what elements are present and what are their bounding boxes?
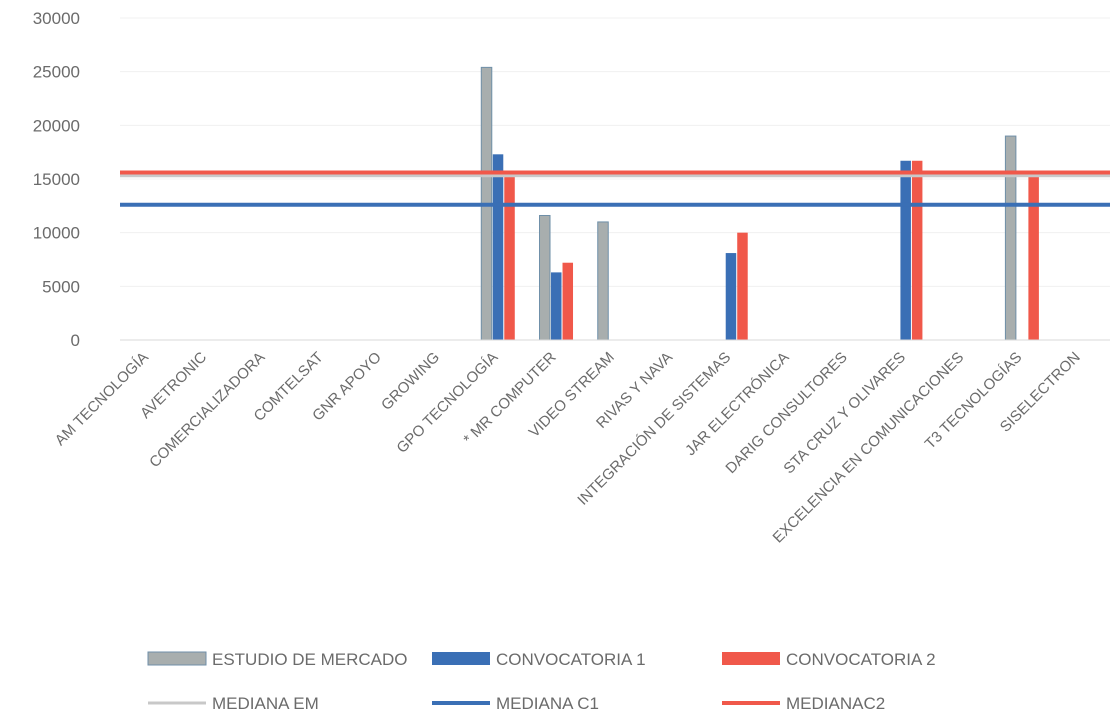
y-tick-label: 10000	[33, 224, 80, 243]
y-tick-label: 25000	[33, 63, 80, 82]
median-lines	[120, 170, 1110, 207]
x-tick-label: T3 TECNOLOGÍAS	[922, 349, 1026, 453]
x-tick-label: GPO TECNOLOGÍA	[393, 349, 501, 457]
legend-label: CONVOCATORIA 1	[496, 650, 646, 669]
bar-estudio-de-mercado-8	[597, 221, 609, 341]
y-tick-label: 15000	[33, 170, 80, 189]
legend-item: ESTUDIO DE MERCADO	[147, 650, 408, 669]
legend-swatch	[722, 652, 780, 665]
legend-label: MEDIANAC2	[786, 694, 885, 713]
legend-item: MEDIANA EM	[148, 694, 319, 713]
bar-convocatoria-1-7	[551, 272, 562, 340]
legend-swatch	[432, 652, 490, 665]
legend-item: CONVOCATORIA 2	[722, 650, 936, 669]
x-axis: AM TECNOLOGÍAAVETRONICCOMERCIALIZADORACO…	[52, 339, 1110, 546]
gridlines	[120, 17, 1110, 287]
y-tick-label: 30000	[33, 9, 80, 28]
x-tick-label: JAR ELECTRÓNICA	[682, 349, 792, 459]
bar-convocatoria-2-7	[562, 262, 574, 340]
y-tick-label: 0	[71, 331, 80, 350]
legend: ESTUDIO DE MERCADO CONVOCATORIA 1 CONVOCAT…	[147, 650, 936, 713]
bar-convocatoria-2-15	[1028, 172, 1039, 340]
bar-convocatoria-1-10	[725, 253, 737, 340]
legend-label: CONVOCATORIA 2	[786, 650, 936, 669]
x-tick-label: AM TECNOLOGÍA	[52, 349, 152, 449]
bar-convocatoria-1-6	[492, 154, 504, 340]
y-axis: 0 5000 10000 15000 20000 25000 30000	[33, 9, 80, 350]
bar-estudio-de-mercado-7	[539, 214, 551, 341]
legend-item: CONVOCATORIA 1	[432, 650, 646, 669]
legend-swatch	[147, 651, 207, 666]
y-tick-label: 5000	[42, 277, 80, 296]
legend-item: MEDIANAC2	[722, 694, 885, 713]
legend-label: MEDIANA C1	[496, 694, 599, 713]
y-tick-label: 20000	[33, 116, 80, 135]
x-tick-label: COMERCIALIZADORA	[146, 349, 268, 471]
legend-item: MEDIANA C1	[432, 694, 599, 713]
bar-estudio-de-mercado-15	[1004, 135, 1017, 341]
bar-convocatoria-2-13	[911, 160, 923, 340]
bar-convocatoria-2-6	[504, 176, 515, 340]
legend-label: ESTUDIO DE MERCADO	[212, 650, 408, 669]
legend-label: MEDIANA EM	[212, 694, 319, 713]
bar-convocatoria-2-10	[737, 232, 748, 340]
bar-convocatoria-1-13	[900, 160, 911, 340]
